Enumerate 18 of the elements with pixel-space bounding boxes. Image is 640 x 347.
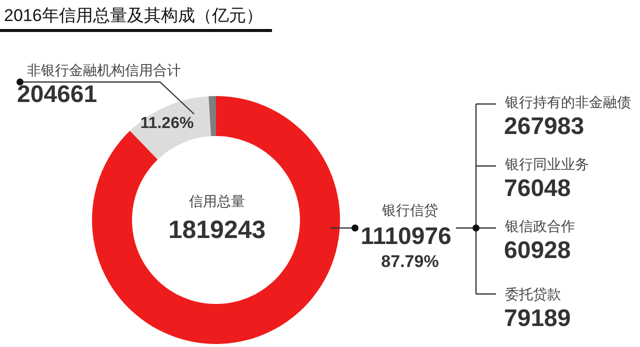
donut-slice bbox=[208, 96, 216, 136]
slice-label: 银行信贷 bbox=[381, 202, 438, 218]
text: 204661 bbox=[17, 81, 98, 108]
slice-label: 非银行金融机构信用合计 bbox=[27, 62, 181, 78]
text: 79189 bbox=[504, 305, 571, 332]
text: 银行持有的非金融债 bbox=[504, 94, 631, 110]
text: 银行同业业务 bbox=[504, 156, 589, 172]
text: 267983 bbox=[504, 113, 584, 140]
text: 1110976 bbox=[360, 223, 452, 250]
text: 60928 bbox=[504, 237, 571, 264]
text: 银信政合作 bbox=[504, 218, 575, 234]
text: 委托贷款 bbox=[505, 286, 561, 302]
text: 信用总量 bbox=[189, 193, 245, 209]
data-label: 11.26% bbox=[140, 115, 194, 132]
text: 76048 bbox=[504, 175, 571, 202]
data-label: 87.79% bbox=[381, 252, 439, 271]
text: 1819243 bbox=[168, 216, 266, 244]
chart-title: 2016年信用总量及其构成（亿元） bbox=[4, 6, 263, 25]
